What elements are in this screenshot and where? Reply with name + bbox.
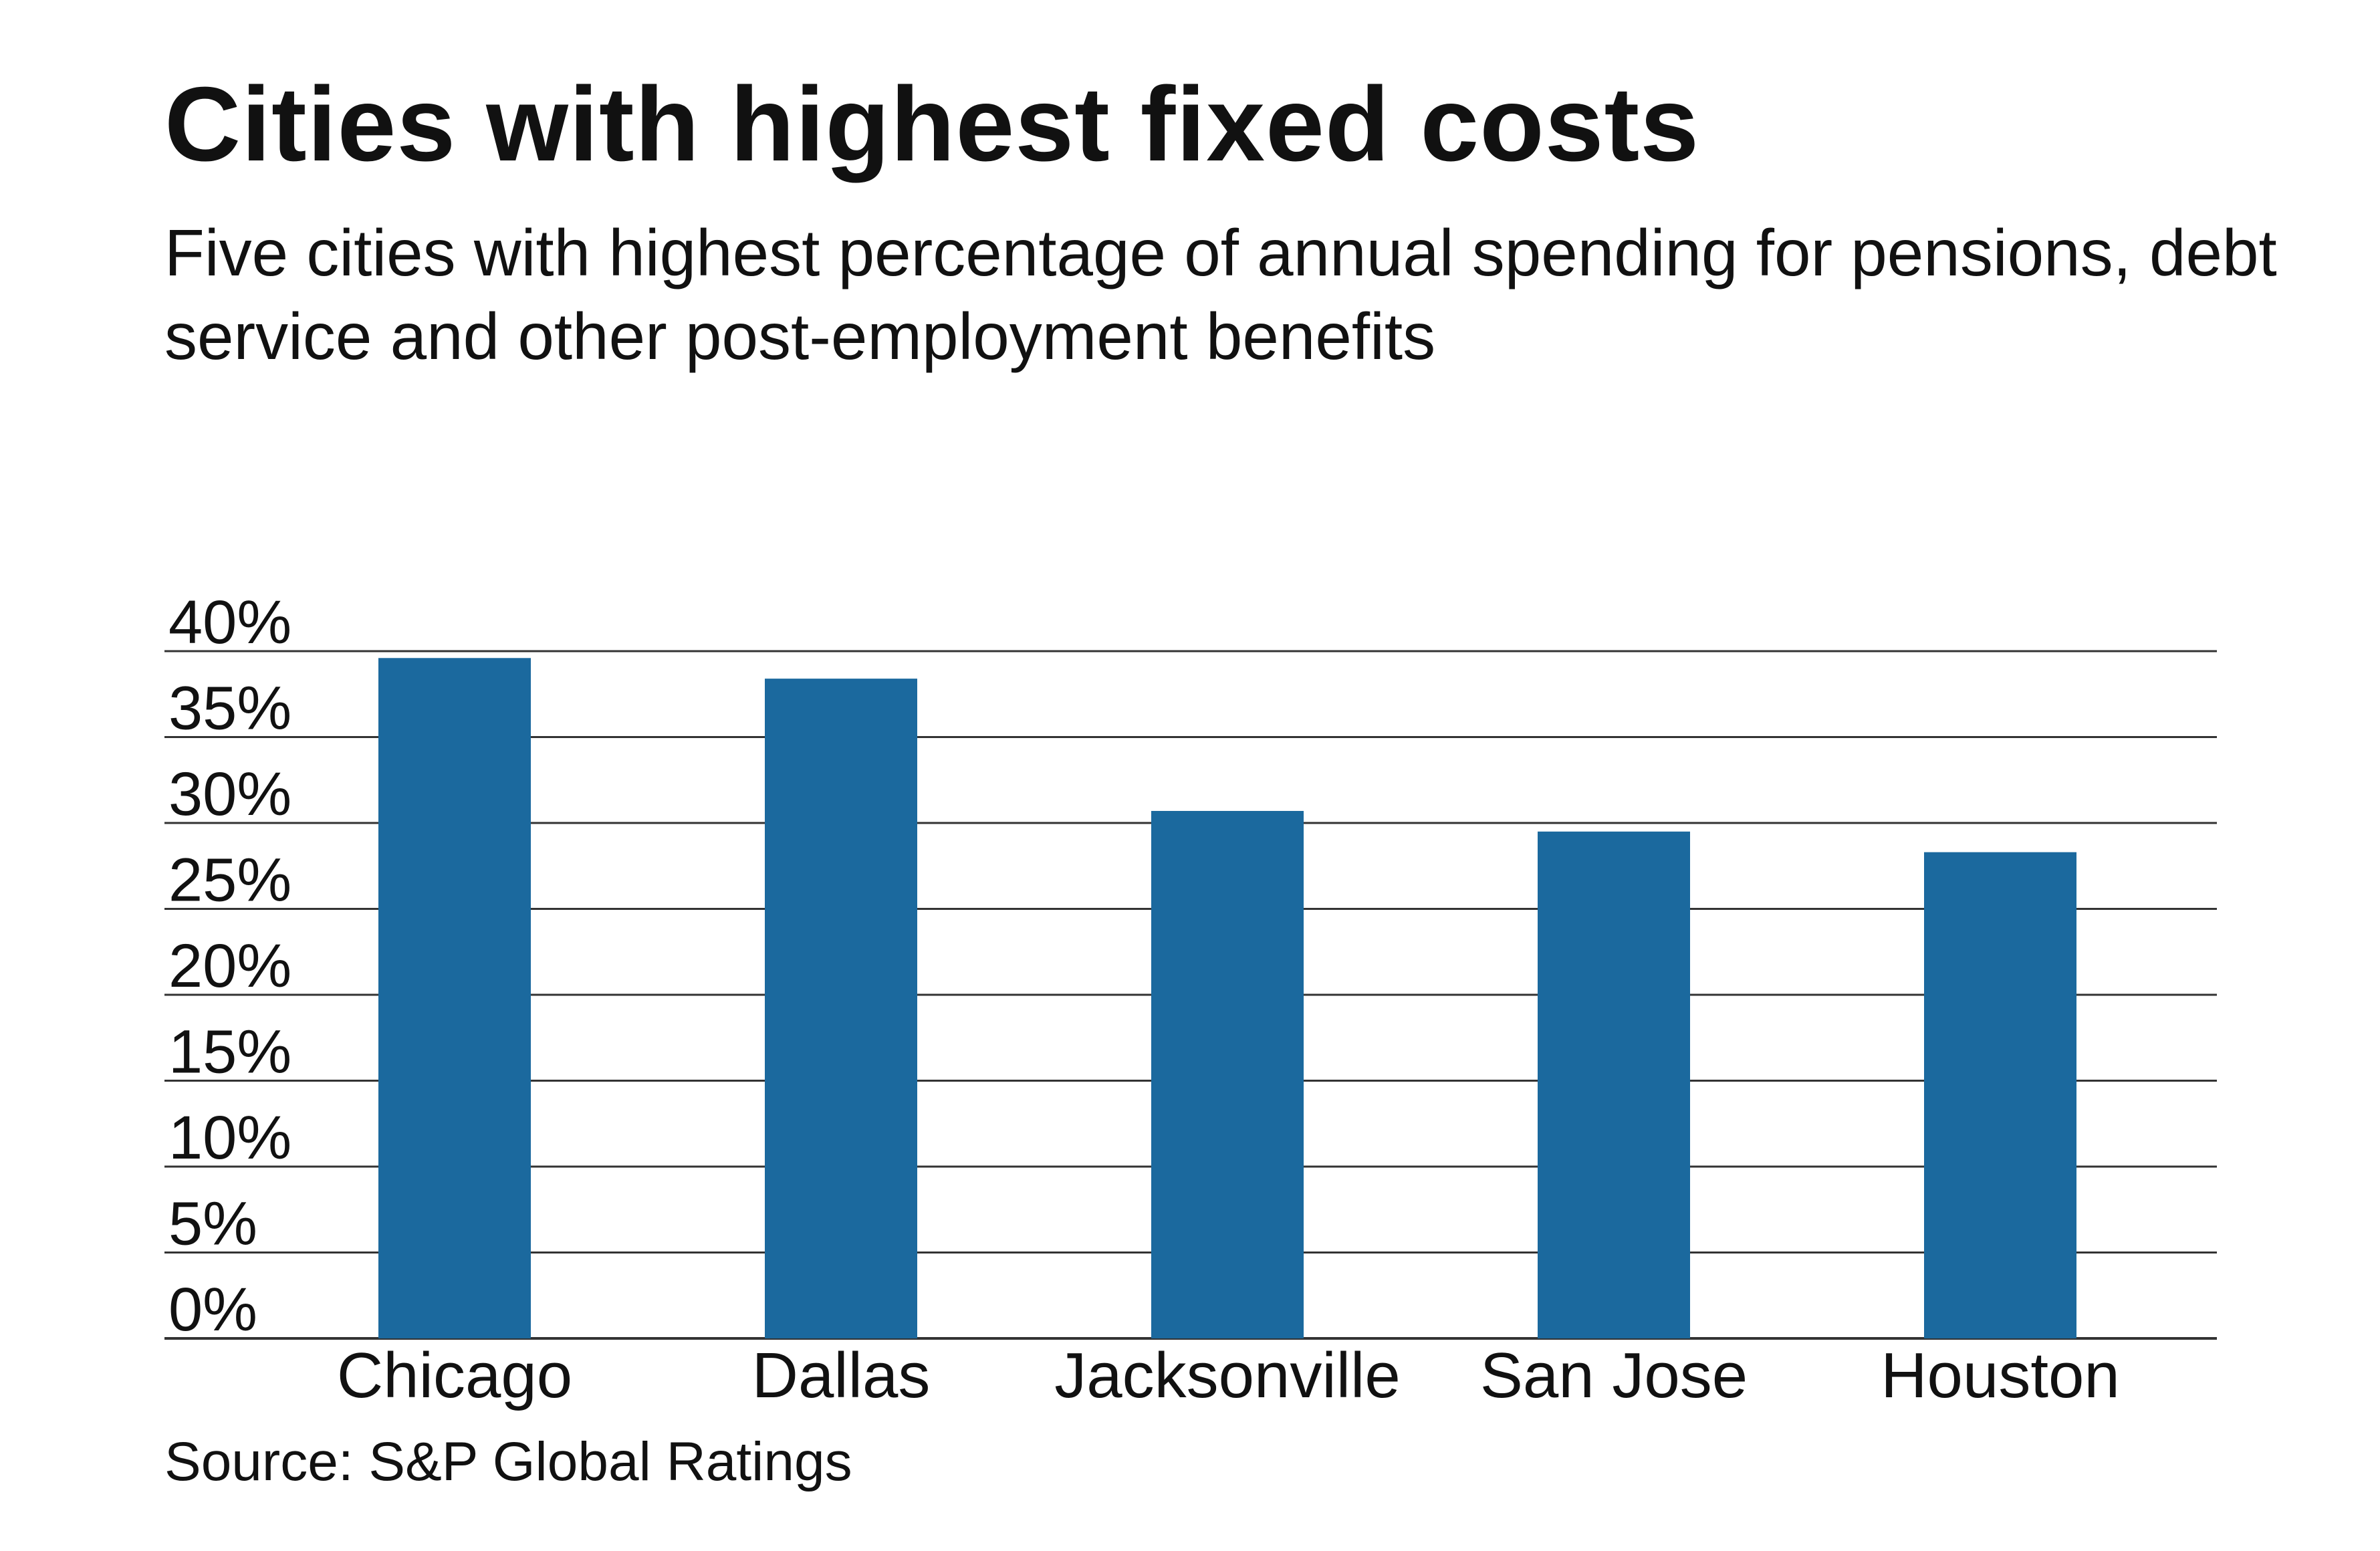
- x-tick-label: Chicago: [337, 1340, 572, 1411]
- x-tick-label: Dallas: [752, 1340, 931, 1411]
- bars: [378, 658, 2076, 1338]
- y-tick-label: 35%: [168, 675, 291, 743]
- bar-san-jose: [1538, 831, 1690, 1338]
- x-axis-ticks: Chicago Dallas Jacksonville San Jose Houston: [337, 1340, 2120, 1411]
- y-tick-label: 25%: [168, 846, 291, 915]
- y-tick-label: 40%: [168, 588, 291, 657]
- bar-dallas: [765, 679, 917, 1338]
- x-tick-label: San Jose: [1480, 1340, 1748, 1411]
- y-tick-label: 15%: [168, 1018, 291, 1086]
- y-tick-label: 5%: [168, 1190, 257, 1258]
- y-tick-label: 30%: [168, 760, 291, 828]
- source-note: Source: S&P Global Ratings: [164, 1431, 852, 1492]
- bar-jacksonville: [1151, 811, 1304, 1338]
- chart-subtitle: Five cities with highest percentage of a…: [164, 216, 2277, 373]
- y-tick-label: 20%: [168, 932, 291, 1000]
- bar-houston: [1924, 852, 2076, 1338]
- chart-title: Cities with highest fixed costs: [164, 66, 1700, 183]
- x-tick-label: Jacksonville: [1054, 1340, 1401, 1411]
- y-axis-ticks: 0% 5% 10% 15% 20% 25% 30% 35% 40%: [168, 588, 291, 1344]
- bar-chicago: [378, 658, 531, 1338]
- y-tick-label: 0%: [168, 1276, 257, 1344]
- x-tick-label: Houston: [1881, 1340, 2120, 1411]
- y-tick-label: 10%: [168, 1104, 291, 1172]
